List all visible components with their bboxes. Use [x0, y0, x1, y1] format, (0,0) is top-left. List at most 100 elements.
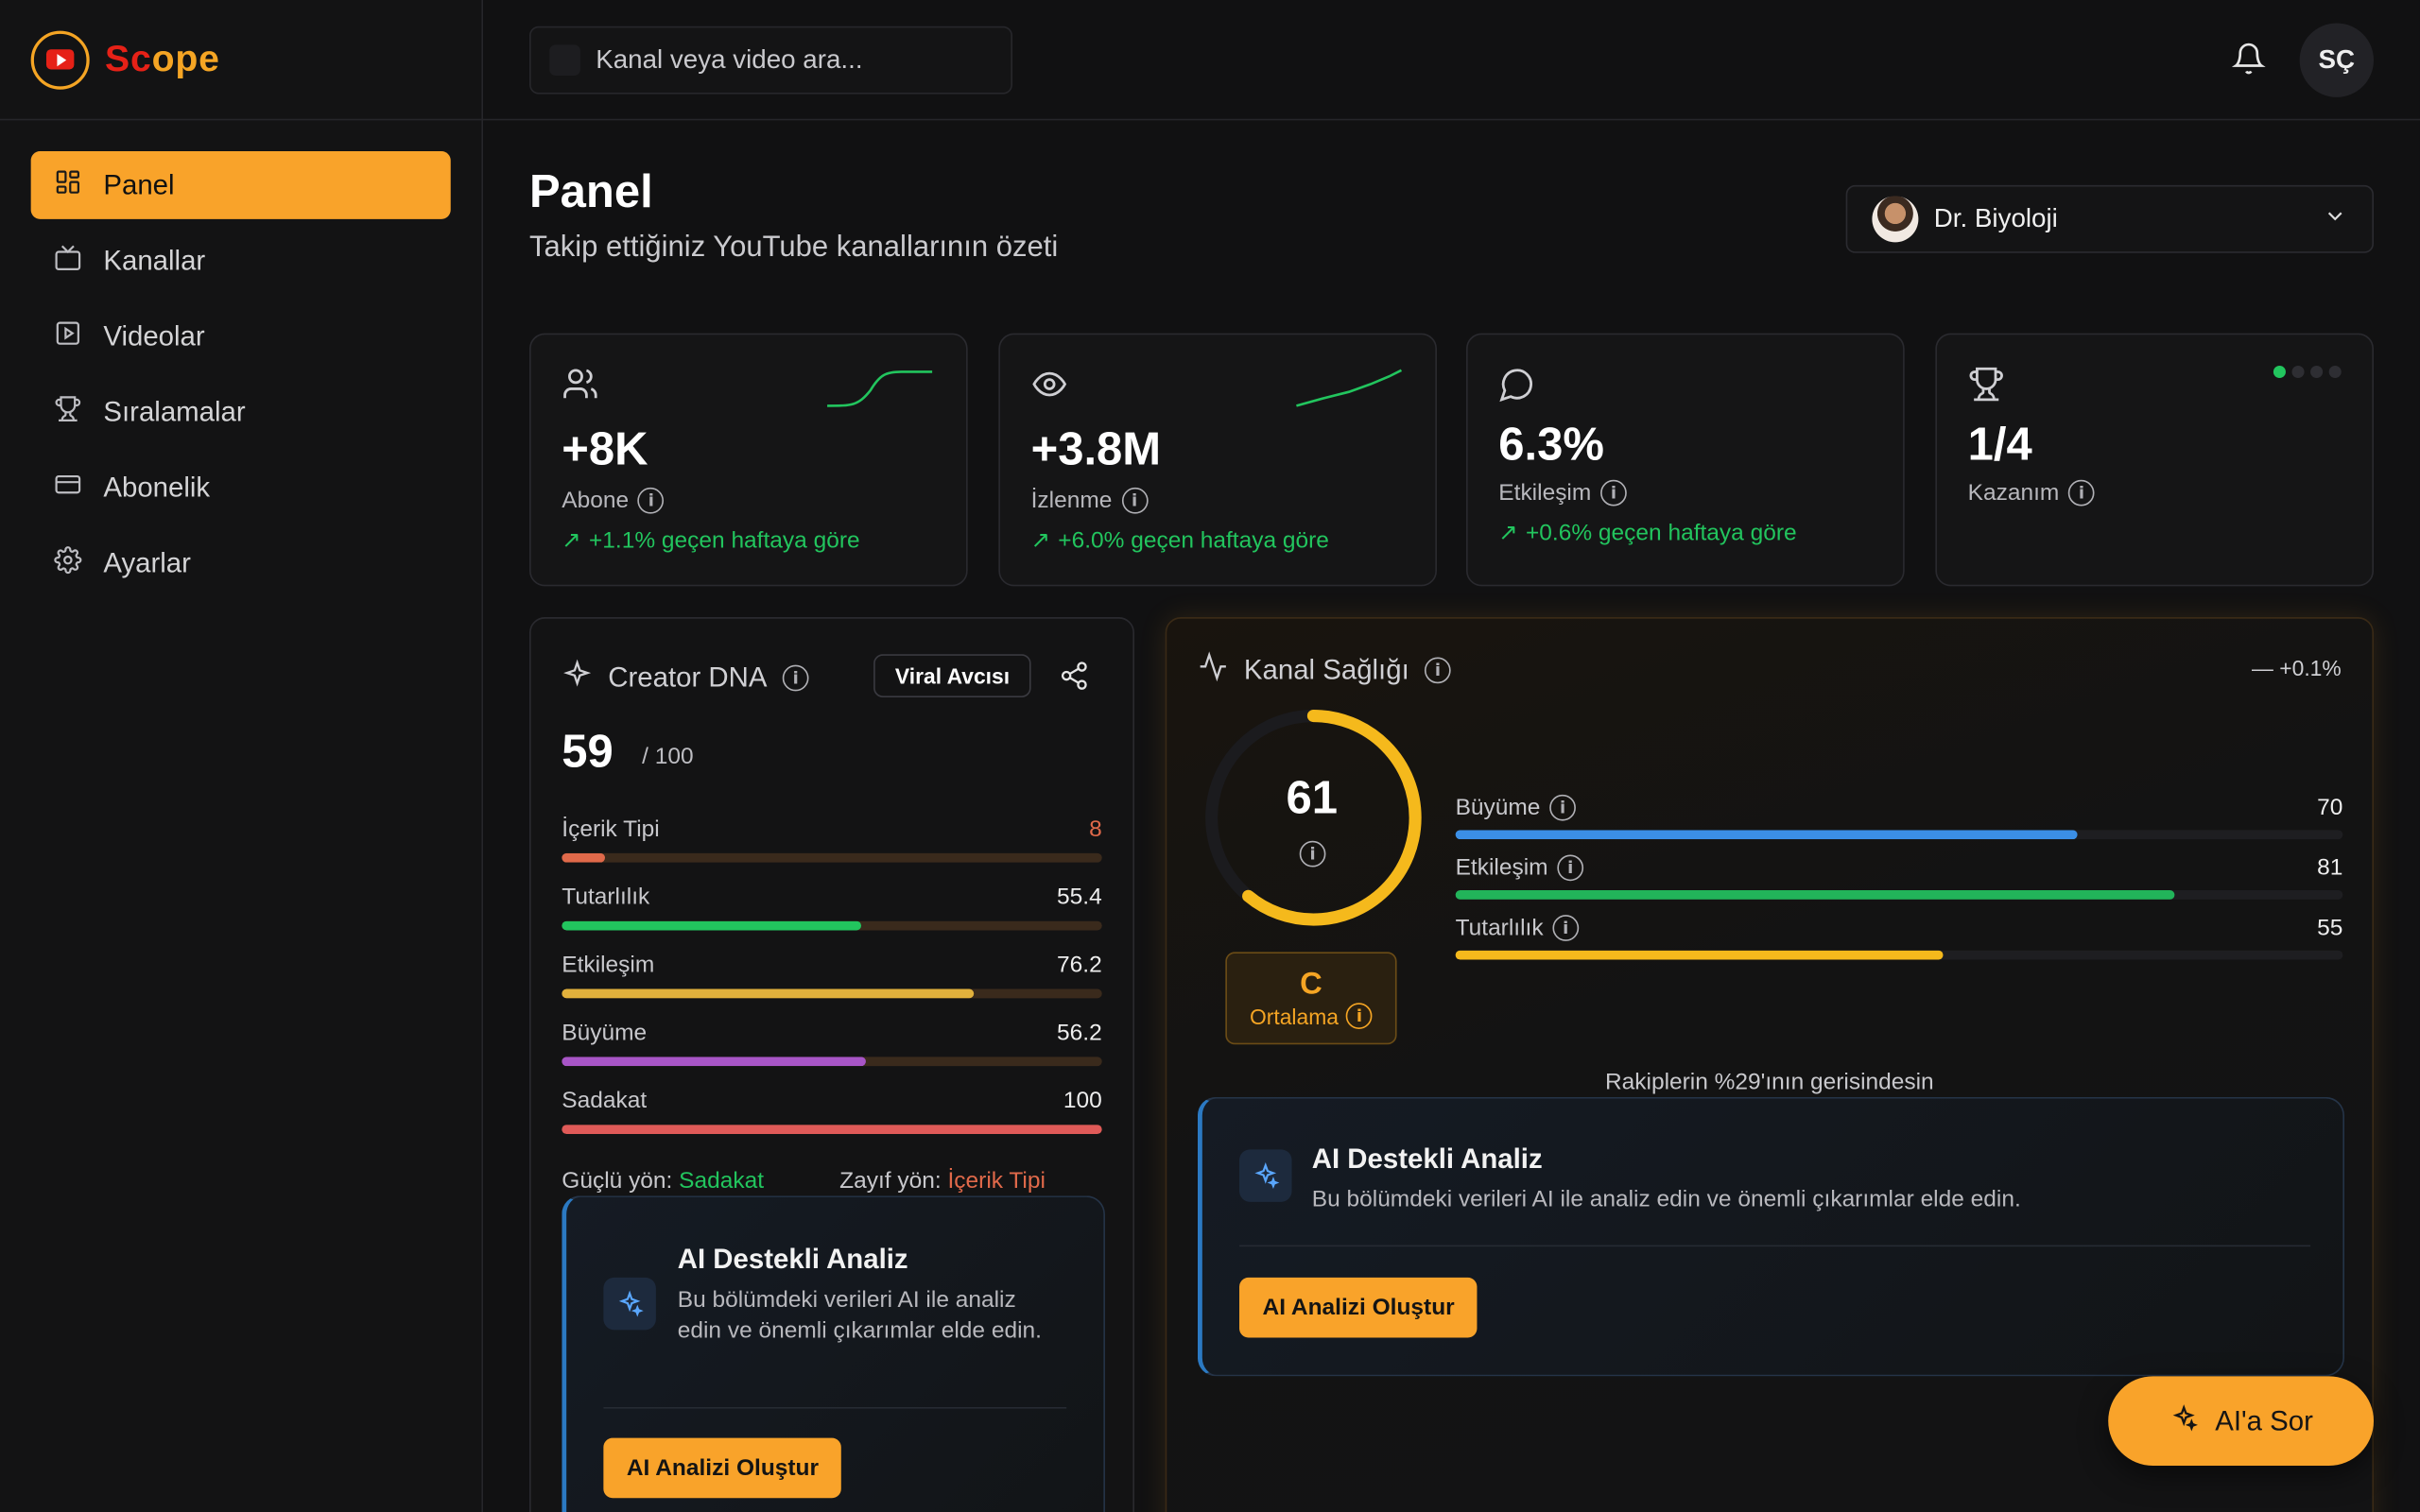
brand-name: Scope — [105, 37, 220, 80]
stat-value: 1/4 — [1967, 420, 2032, 471]
info-icon[interactable]: i — [1549, 794, 1576, 821]
page-subtitle: Takip ettiğiniz YouTube kanallarının öze… — [528, 231, 1059, 265]
dna-metric: Sadakat 100 — [562, 1088, 1102, 1134]
sidebar-nav: Panel Kanallar Videolar Sıralamalar Abon… — [0, 120, 481, 627]
stat-change: ↗ +0.6% geçen haftaya göre — [1498, 519, 1797, 546]
stat-change: ↗ +1.1% geçen haftaya göre — [562, 526, 860, 555]
tv-icon — [54, 243, 81, 279]
ai-description: Bu bölümdeki verileri AI ile analiz edin… — [677, 1286, 1042, 1345]
trending-up-icon: ↗ — [1030, 527, 1051, 555]
page-title: Panel — [528, 166, 653, 218]
info-icon[interactable]: i — [782, 664, 809, 692]
activity-icon — [1198, 651, 1229, 690]
stat-value: 6.3% — [1498, 420, 1604, 471]
metric-fill — [1455, 830, 2077, 840]
gauge-arc — [1205, 710, 1422, 926]
trending-up-icon: ↗ — [1498, 520, 1518, 546]
info-icon[interactable]: i — [1299, 840, 1326, 868]
sidebar-item-kanallar[interactable]: Kanallar — [31, 227, 451, 295]
sidebar-item-abonelik[interactable]: Abonelik — [31, 454, 451, 522]
sidebar-item-label: Abonelik — [103, 471, 211, 503]
card-title: Creator DNA — [608, 662, 768, 694]
card-title: Kanal Sağlığı — [1243, 654, 1409, 685]
ask-ai-button[interactable]: AI'a Sor — [2108, 1376, 2375, 1467]
sidebar-item-panel[interactable]: Panel — [30, 150, 451, 219]
dna-score: 59 — [562, 726, 614, 778]
stat-label: Kazanım i — [1968, 479, 2095, 507]
metric-fill — [562, 852, 605, 863]
trophy-icon — [54, 394, 81, 430]
info-icon[interactable]: i — [1600, 479, 1627, 507]
stat-value: +8K — [562, 423, 648, 475]
sparkles-icon — [1239, 1149, 1292, 1202]
ai-title: AI Destekli Analiz — [677, 1243, 908, 1275]
ai-analysis-box: AI Destekli Analiz Bu bölümdeki verileri… — [562, 1195, 1105, 1512]
dna-metric: Etkileşim 76.2 — [562, 952, 1102, 999]
card-header: Kanal Sağlığı i — [1198, 651, 1451, 690]
sparkles-icon — [603, 1277, 656, 1331]
channel-select[interactable]: Dr. Biyoloji — [1845, 184, 2375, 253]
metric-fill — [562, 1057, 866, 1067]
stat-value: +3.8M — [1030, 423, 1162, 475]
stat-label: Abone i — [562, 487, 665, 514]
stat-label: İzlenme i — [1031, 487, 1148, 514]
info-icon[interactable]: i — [2068, 479, 2095, 507]
channel-name: Dr. Biyoloji — [1933, 203, 2058, 233]
metric-fill — [1455, 950, 1944, 960]
user-avatar[interactable]: SÇ — [2299, 23, 2375, 97]
sidebar-item-siralamalar[interactable]: Sıralamalar — [31, 378, 451, 446]
dna-badge: Viral Avcısı — [873, 654, 1031, 697]
sparkline — [1296, 369, 1403, 407]
health-metric: Büyüme i 70 — [1455, 794, 2343, 840]
stat-card-achievements: 1/4 Kazanım i — [1935, 333, 2375, 587]
sidebar-item-ayarlar[interactable]: Ayarlar — [31, 529, 451, 597]
divider — [1239, 1245, 2311, 1247]
info-icon[interactable]: i — [1121, 487, 1148, 514]
sparkles-icon — [2169, 1401, 2200, 1440]
sidebar-item-label: Kanallar — [103, 244, 206, 276]
info-icon[interactable]: i — [637, 487, 665, 514]
credit-card-icon — [54, 470, 81, 506]
health-gauge — [1205, 710, 1422, 926]
sidebar-item-label: Ayarlar — [103, 546, 191, 578]
metric-fill — [562, 920, 861, 931]
ai-analyze-button[interactable]: AI Analizi Oluştur — [1239, 1277, 1478, 1338]
video-icon — [54, 318, 81, 354]
info-icon[interactable]: i — [1552, 915, 1580, 941]
sidebar-item-videolar[interactable]: Videolar — [31, 302, 451, 370]
main-content: Panel Takip ettiğiniz YouTube kanalların… — [483, 120, 2420, 1512]
creator-dna-card: Creator DNA i Viral Avcısı 59 / 100 İçer… — [528, 617, 1134, 1512]
trending-up-icon: ↗ — [562, 527, 581, 555]
weak-trait: Zayıf yön: İçerik Tipi — [839, 1167, 1046, 1194]
grid-icon — [54, 167, 81, 203]
channel-health-card: Kanal Sağlığı i — +0.1% 61 i C Ortalama i… — [1165, 617, 2375, 1512]
sidebar: Scope Panel Kanallar Videolar Sıralamala… — [0, 0, 484, 1512]
channel-avatar — [1872, 196, 1919, 243]
ask-ai-label: AI'a Sor — [2215, 1404, 2313, 1436]
health-metric: Etkileşim i 81 — [1455, 854, 2343, 900]
search-input[interactable] — [596, 44, 982, 76]
metric-fill — [1455, 890, 2174, 900]
dna-metric: Büyüme 56.2 — [562, 1020, 1102, 1067]
info-icon[interactable]: i — [1557, 854, 1584, 882]
divider — [603, 1406, 1067, 1409]
bell-icon[interactable] — [2231, 42, 2269, 78]
ai-title: AI Destekli Analiz — [1311, 1143, 1543, 1175]
info-icon[interactable]: i — [1425, 657, 1451, 684]
health-grade: C Ortalama i — [1225, 952, 1397, 1045]
brand[interactable]: Scope — [0, 0, 482, 121]
health-score: 61 — [1286, 772, 1338, 824]
chevron-down-icon — [2323, 203, 2347, 235]
stat-label: Etkileşim i — [1498, 479, 1627, 507]
dna-metric: Tutarlılık 55.4 — [562, 885, 1102, 931]
metric-fill — [562, 988, 974, 999]
ai-analysis-box: AI Destekli Analiz Bu bölümdeki verileri… — [1197, 1096, 2344, 1377]
share-icon[interactable] — [1059, 661, 1090, 699]
ai-analyze-button[interactable]: AI Analizi Oluştur — [603, 1437, 842, 1499]
search-box[interactable] — [528, 26, 1013, 94]
strong-trait: Güçlü yön: Sadakat — [562, 1167, 765, 1194]
achievement-progress-dots — [2273, 365, 2342, 378]
ai-description: Bu bölümdeki verileri AI ile analiz edin… — [1311, 1186, 2021, 1213]
metric-fill — [562, 1125, 1102, 1134]
info-icon[interactable]: i — [1346, 1003, 1373, 1029]
